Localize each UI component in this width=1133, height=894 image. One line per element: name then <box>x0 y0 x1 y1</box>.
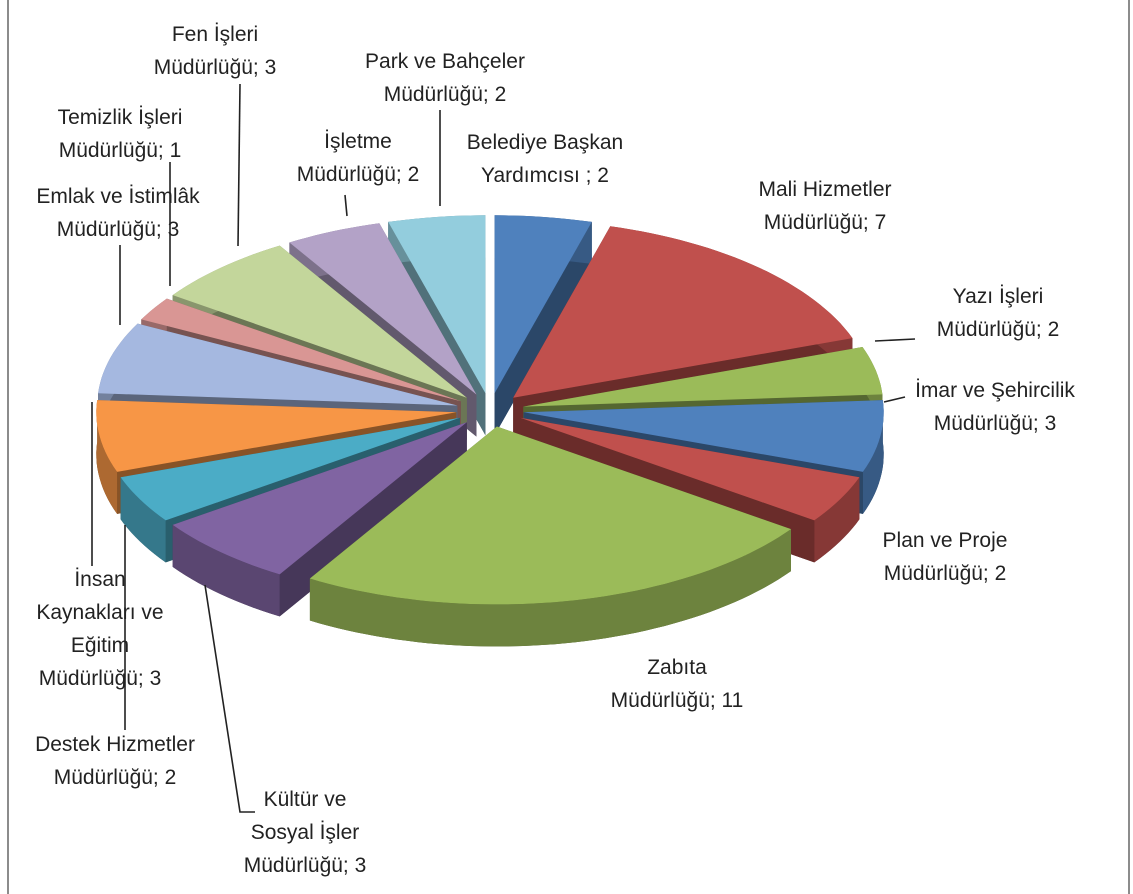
slice <box>309 426 791 647</box>
chart-border <box>7 0 1130 894</box>
pie <box>96 215 884 647</box>
slice-wall <box>172 524 280 617</box>
slice-wall <box>96 400 118 514</box>
slice-top <box>289 223 477 395</box>
data-label: İmar ve Şehircilik Müdürlüğü; 3 <box>915 379 1075 435</box>
data-label: Zabıta Müdürlüğü; 11 <box>611 656 744 712</box>
leader-line <box>874 338 916 342</box>
slice-top <box>494 215 592 394</box>
slice-top <box>120 417 460 521</box>
data-label: Yazı İşleri Müdürlüğü; 2 <box>937 285 1060 341</box>
data-label: İnsan Kaynakları ve Eğitim Müdürlüğü; 3 <box>36 568 163 690</box>
slice-wall <box>309 529 791 647</box>
slice-top <box>141 298 461 402</box>
slice-top <box>309 426 791 605</box>
slice-top <box>172 245 467 398</box>
leader-line <box>204 584 255 813</box>
slice-top <box>98 323 458 406</box>
slice-side <box>494 221 592 436</box>
slice-top <box>96 400 457 472</box>
leader-line <box>237 83 241 247</box>
leader-line <box>344 194 348 217</box>
data-label: Emlak ve İstimlâk Müdürlüğü; 3 <box>36 185 200 241</box>
slice-top <box>513 226 853 398</box>
leader-lines <box>91 83 916 813</box>
slice-wall <box>814 477 860 563</box>
data-label: Belediye Başkan Yardımcısı ; 2 <box>467 131 623 187</box>
data-label: Temizlik İşleri Müdürlüğü; 1 <box>58 106 183 162</box>
leader-line <box>883 396 906 403</box>
slice-wall <box>862 400 884 514</box>
slice-wall <box>120 477 166 563</box>
data-label: Kültür ve Sosyal İşler Müdürlüğü; 3 <box>244 788 367 877</box>
data-labels: Belediye Başkan Yardımcısı ; 2 Mali Hizmet… <box>35 23 1075 877</box>
data-label: Fen İşleri Müdürlüğü; 3 <box>154 23 277 79</box>
slice-top <box>172 422 467 575</box>
data-label: Mali Hizmetler Müdürlüğü; 7 <box>758 178 891 234</box>
slice-top <box>388 215 486 394</box>
slice-top <box>523 347 883 407</box>
data-label: Plan ve Proje Müdürlüğü; 2 <box>883 529 1008 585</box>
slice-top <box>520 417 860 521</box>
data-label: Destek Hizmetler Müdürlüğü; 2 <box>35 733 195 789</box>
slice-top <box>523 400 884 472</box>
data-label: İşletme Müdürlüğü; 2 <box>297 130 420 186</box>
data-label: Park ve Bahçeler Müdürlüğü; 2 <box>365 50 525 106</box>
